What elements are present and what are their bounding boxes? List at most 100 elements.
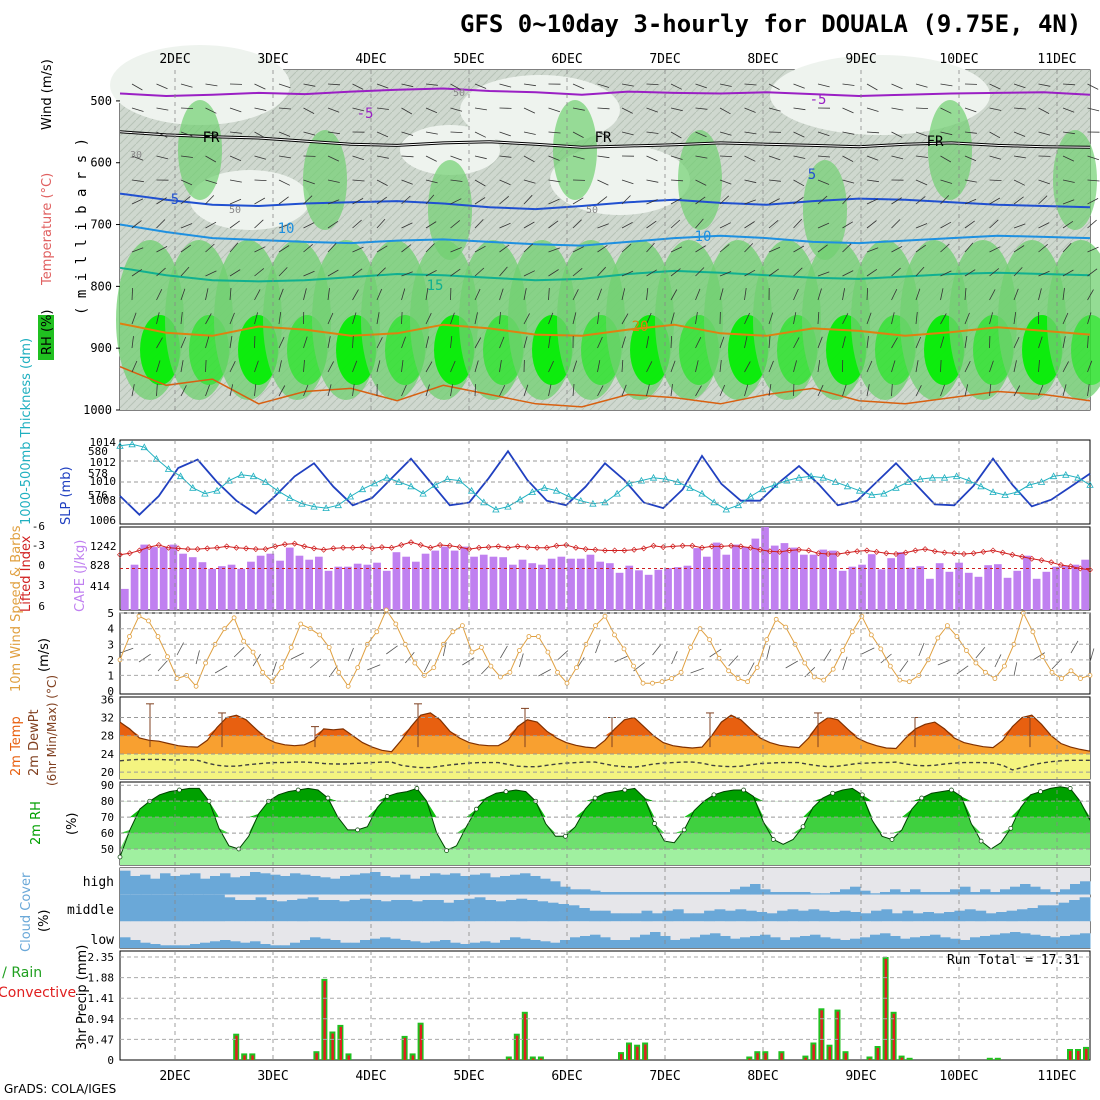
thickness-point	[334, 501, 342, 509]
li-point	[1019, 553, 1026, 560]
contour-label: 5	[171, 192, 179, 208]
cloud-cover-high	[220, 873, 231, 895]
wind-barb	[1087, 107, 1100, 112]
wind-barb	[523, 179, 536, 184]
wind-barb	[695, 179, 707, 186]
wind-barb	[278, 360, 282, 373]
wind-barb	[940, 131, 953, 136]
cape-bar	[916, 566, 925, 610]
cloud-cover-high	[440, 874, 451, 895]
cloud-cover-high	[950, 889, 961, 895]
wind-barb	[768, 312, 774, 325]
wind-barb	[695, 218, 704, 229]
wind-barb	[278, 155, 291, 159]
y-tick-label-left: 1242	[90, 540, 117, 553]
wind-barb	[915, 107, 929, 109]
wind-barb	[548, 336, 551, 349]
wind-point	[621, 646, 627, 652]
wind-barb	[352, 289, 359, 301]
cloud-cover-middle	[193, 894, 204, 922]
wind-barb	[278, 312, 282, 325]
wind-barb	[156, 312, 160, 325]
wind-barb	[915, 223, 928, 229]
cape-bar	[402, 556, 410, 610]
wind-point	[612, 632, 617, 638]
wind-point	[906, 679, 912, 685]
rh2m-unit: (%)	[65, 813, 80, 836]
wind-barb	[597, 196, 608, 205]
precip-convective-bar	[836, 1011, 839, 1060]
wind-barb	[670, 83, 682, 90]
cloud-cover-middle	[412, 901, 423, 922]
wind-point	[374, 629, 380, 635]
wind-barb	[205, 336, 210, 349]
cape-bar	[935, 563, 944, 610]
li-point	[505, 544, 511, 551]
precip-ylabel: 3hr Precip (mm)	[75, 945, 90, 1050]
precip-convective-bar	[523, 1013, 527, 1060]
wind-barb	[474, 155, 487, 160]
wind-barb	[915, 360, 919, 373]
li-point	[1048, 559, 1055, 566]
wind-barb	[278, 336, 285, 349]
series-rh	[119, 786, 1091, 858]
precip-convective-bar	[868, 1058, 871, 1060]
wind-barb	[180, 179, 193, 186]
wind-barb	[768, 384, 772, 397]
wind-barb	[646, 269, 658, 277]
thickness-point	[419, 489, 427, 497]
cape-bar	[479, 554, 488, 610]
precip-convective-bar	[828, 1046, 831, 1060]
thickness-point	[989, 488, 997, 495]
wind-barb	[793, 218, 802, 229]
li-point	[408, 539, 414, 546]
bottom-day-label: 9DEC	[845, 1069, 876, 1084]
wind-barb	[597, 385, 604, 397]
wind-barb	[523, 194, 533, 205]
wind-barb	[278, 245, 290, 253]
thickness-point	[1013, 488, 1021, 495]
wind-barb	[842, 155, 854, 162]
cloud-cover-middle	[850, 912, 861, 922]
isotherm-5	[119, 192, 1091, 211]
cloud-cover-middle	[766, 913, 778, 922]
rh-moist-area	[428, 160, 472, 260]
li-point	[330, 545, 337, 552]
precip-total-bar	[866, 1056, 873, 1060]
cloud-cover-high	[920, 892, 931, 895]
wind-barb	[842, 313, 849, 325]
wind-barb	[670, 131, 682, 139]
wind-barb	[646, 336, 649, 349]
wind-point	[821, 677, 827, 683]
temp2m-ylabel: 2m Temp 2m DewPt (6hr Min/Max) (°C)	[9, 675, 59, 786]
y-tick-label: 0.47	[88, 1033, 115, 1046]
wind10m-unit: (m/s)	[37, 638, 52, 672]
wind-barb	[523, 313, 530, 325]
bottom-day-label: 8DEC	[747, 1069, 778, 1084]
rh-point	[681, 827, 687, 833]
cape-bar	[606, 563, 614, 610]
thickness-point	[407, 482, 415, 490]
cloud-cover-low	[130, 940, 141, 948]
li-point	[902, 549, 909, 556]
wind-barb	[327, 155, 340, 162]
wind-barb-10m	[690, 667, 704, 674]
cloud-cover-high	[770, 892, 781, 895]
rh-low-area	[190, 170, 310, 230]
wind-barb	[327, 336, 331, 349]
cloud-cover-middle	[1027, 908, 1039, 922]
thickness-point	[431, 481, 439, 488]
thickness-point	[880, 489, 888, 497]
wind-barb-10m	[500, 645, 508, 659]
wind-barb	[646, 131, 659, 134]
cape-bar	[625, 565, 634, 610]
wind-barb	[229, 242, 239, 253]
li-point	[922, 546, 929, 553]
wind-barb	[597, 131, 609, 137]
wind-barb	[499, 155, 512, 158]
wind-barb-10m	[937, 659, 951, 666]
wind-barb	[352, 198, 364, 205]
y-tick-label-right: 3	[38, 579, 45, 592]
wind-barb	[278, 196, 289, 205]
precip-total-bar	[537, 1056, 544, 1060]
